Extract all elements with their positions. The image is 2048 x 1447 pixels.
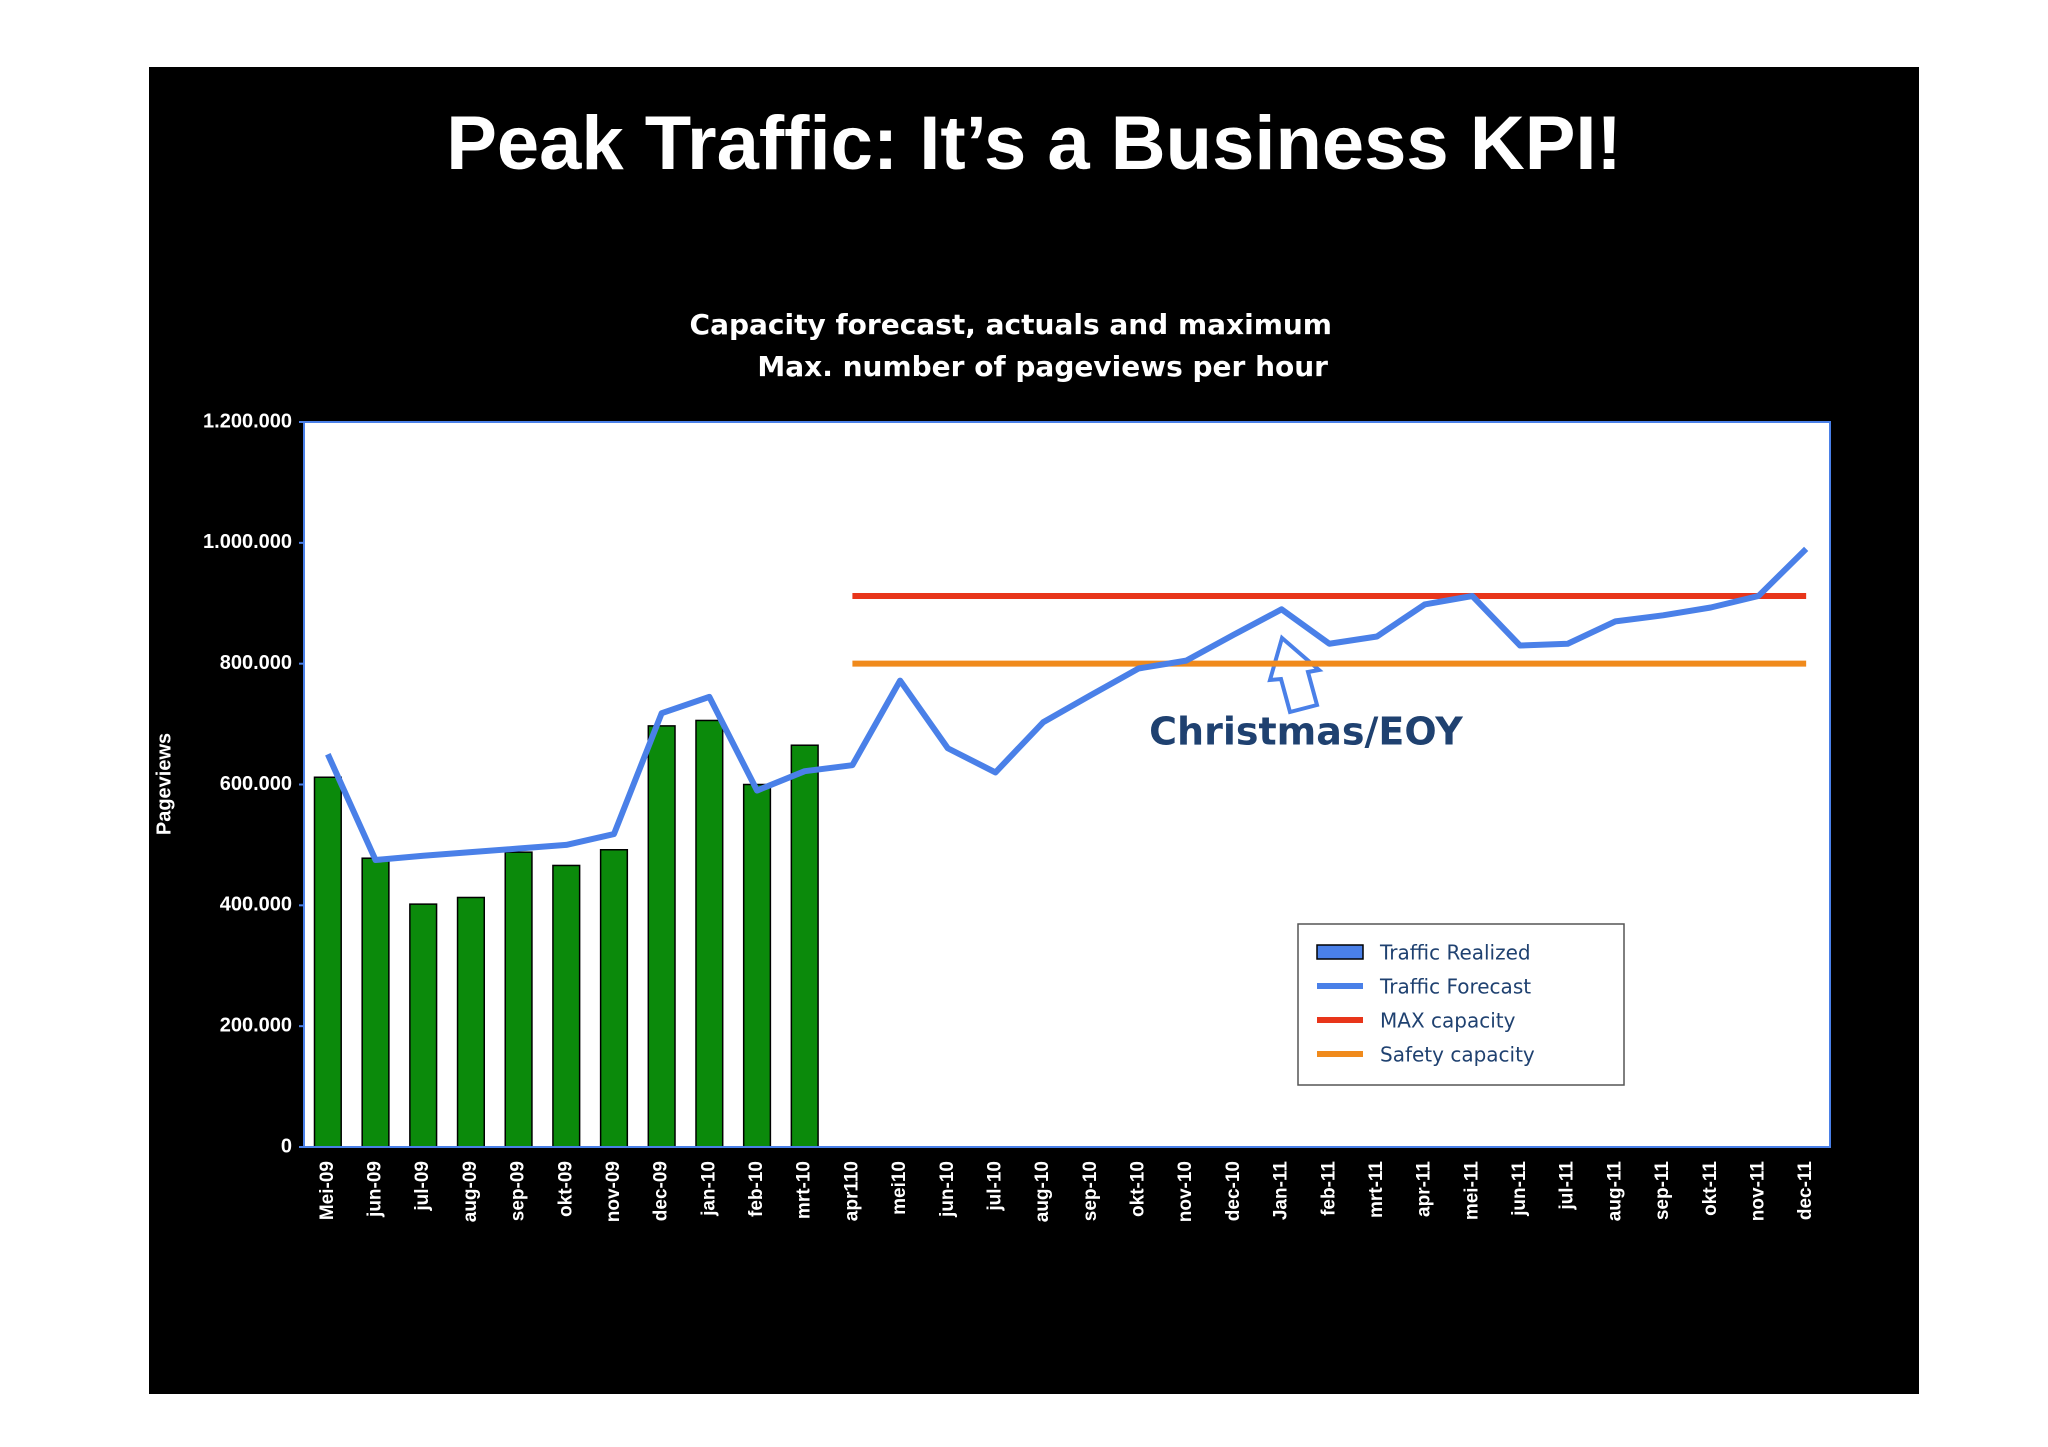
x-tick-label: feb-11 <box>1318 1161 1339 1216</box>
bar <box>647 725 676 1148</box>
line <box>325 546 1809 864</box>
x-tick-label: mei-11 <box>1461 1161 1482 1221</box>
legend-swatch <box>1316 944 1364 960</box>
bar <box>599 849 629 1148</box>
x-tick-label: jul-10 <box>984 1161 1005 1212</box>
y-tick-label: 1.200.000 <box>203 410 292 432</box>
x-tick-label: Jan-11 <box>1271 1161 1292 1221</box>
x-tick-label: sep-11 <box>1652 1161 1673 1221</box>
bar <box>504 851 533 1148</box>
x-tick-label: aug-09 <box>460 1161 481 1222</box>
annotation-arrow <box>1267 634 1324 715</box>
x-tick-label: mrt-11 <box>1366 1161 1387 1218</box>
x-tick-label: feb-10 <box>746 1161 767 1217</box>
bar <box>695 719 724 1148</box>
annotation: Christmas/EOY <box>1149 710 1463 754</box>
x-tick-label: jul-09 <box>412 1161 433 1212</box>
x-tick-label: okt-09 <box>555 1161 576 1217</box>
x-tick-label: sep-09 <box>508 1161 529 1221</box>
y-tick-label: 800.000 <box>220 652 292 674</box>
bar <box>552 864 581 1148</box>
x-tick-label: aug-11 <box>1604 1161 1625 1222</box>
x-tick-label: dec-09 <box>651 1161 672 1221</box>
x-tick-label: jun-10 <box>937 1161 958 1218</box>
x-tick-label: nov-10 <box>1175 1161 1196 1222</box>
plot-border <box>303 421 1831 1148</box>
x-tick-label: jun-11 <box>1509 1161 1530 1217</box>
x-tick-label: mei10 <box>889 1161 910 1215</box>
bar <box>361 857 390 1148</box>
bar <box>313 776 342 1148</box>
legend-label: Safety capacity <box>1380 1043 1535 1067</box>
x-tick-label: okt-10 <box>1128 1161 1149 1217</box>
x-tick-label: mrt-10 <box>794 1161 815 1219</box>
x-tick-label: aug-10 <box>1032 1161 1053 1222</box>
x-tick-label: jul-11 <box>1557 1161 1578 1211</box>
chart-subtitle: Max. number of pageviews per hour <box>757 350 1328 383</box>
x-tick-label: Mei-09 <box>317 1161 338 1220</box>
y-tick-label: 0 <box>281 1135 292 1157</box>
legend-label: Traffic Forecast <box>1379 975 1531 999</box>
x-tick-label: jun-09 <box>365 1161 386 1218</box>
x-tick-label: apr110 <box>841 1161 862 1221</box>
x-tick-label: jan-10 <box>698 1161 719 1217</box>
bar <box>409 903 438 1148</box>
x-tick-label: apr-11 <box>1414 1161 1435 1217</box>
y-tick-label: 600.000 <box>220 773 292 795</box>
y-tick-label: 400.000 <box>220 894 292 916</box>
bar <box>790 744 819 1148</box>
x-tick-label: okt-11 <box>1700 1161 1721 1216</box>
x-tick-label: nov-09 <box>603 1161 624 1222</box>
legend-label: Traffic Realized <box>1379 941 1531 965</box>
x-tick-label: dec-10 <box>1223 1161 1244 1221</box>
y-tick-label: 1.000.000 <box>203 531 292 553</box>
bar <box>742 783 772 1148</box>
slide-title: Peak Traffic: It’s a Business KPI! <box>446 101 1622 186</box>
legend-label: MAX capacity <box>1380 1009 1516 1033</box>
x-tick-label: nov-11 <box>1747 1161 1768 1222</box>
x-tick-label: sep-10 <box>1080 1161 1101 1221</box>
y-axis-label: Pageviews <box>153 733 175 835</box>
y-tick-label: 200.000 <box>220 1014 292 1036</box>
x-tick-label: dec-11 <box>1795 1161 1816 1221</box>
chart-title: Capacity forecast, actuals and maximum <box>690 308 1332 341</box>
bar <box>456 896 486 1148</box>
